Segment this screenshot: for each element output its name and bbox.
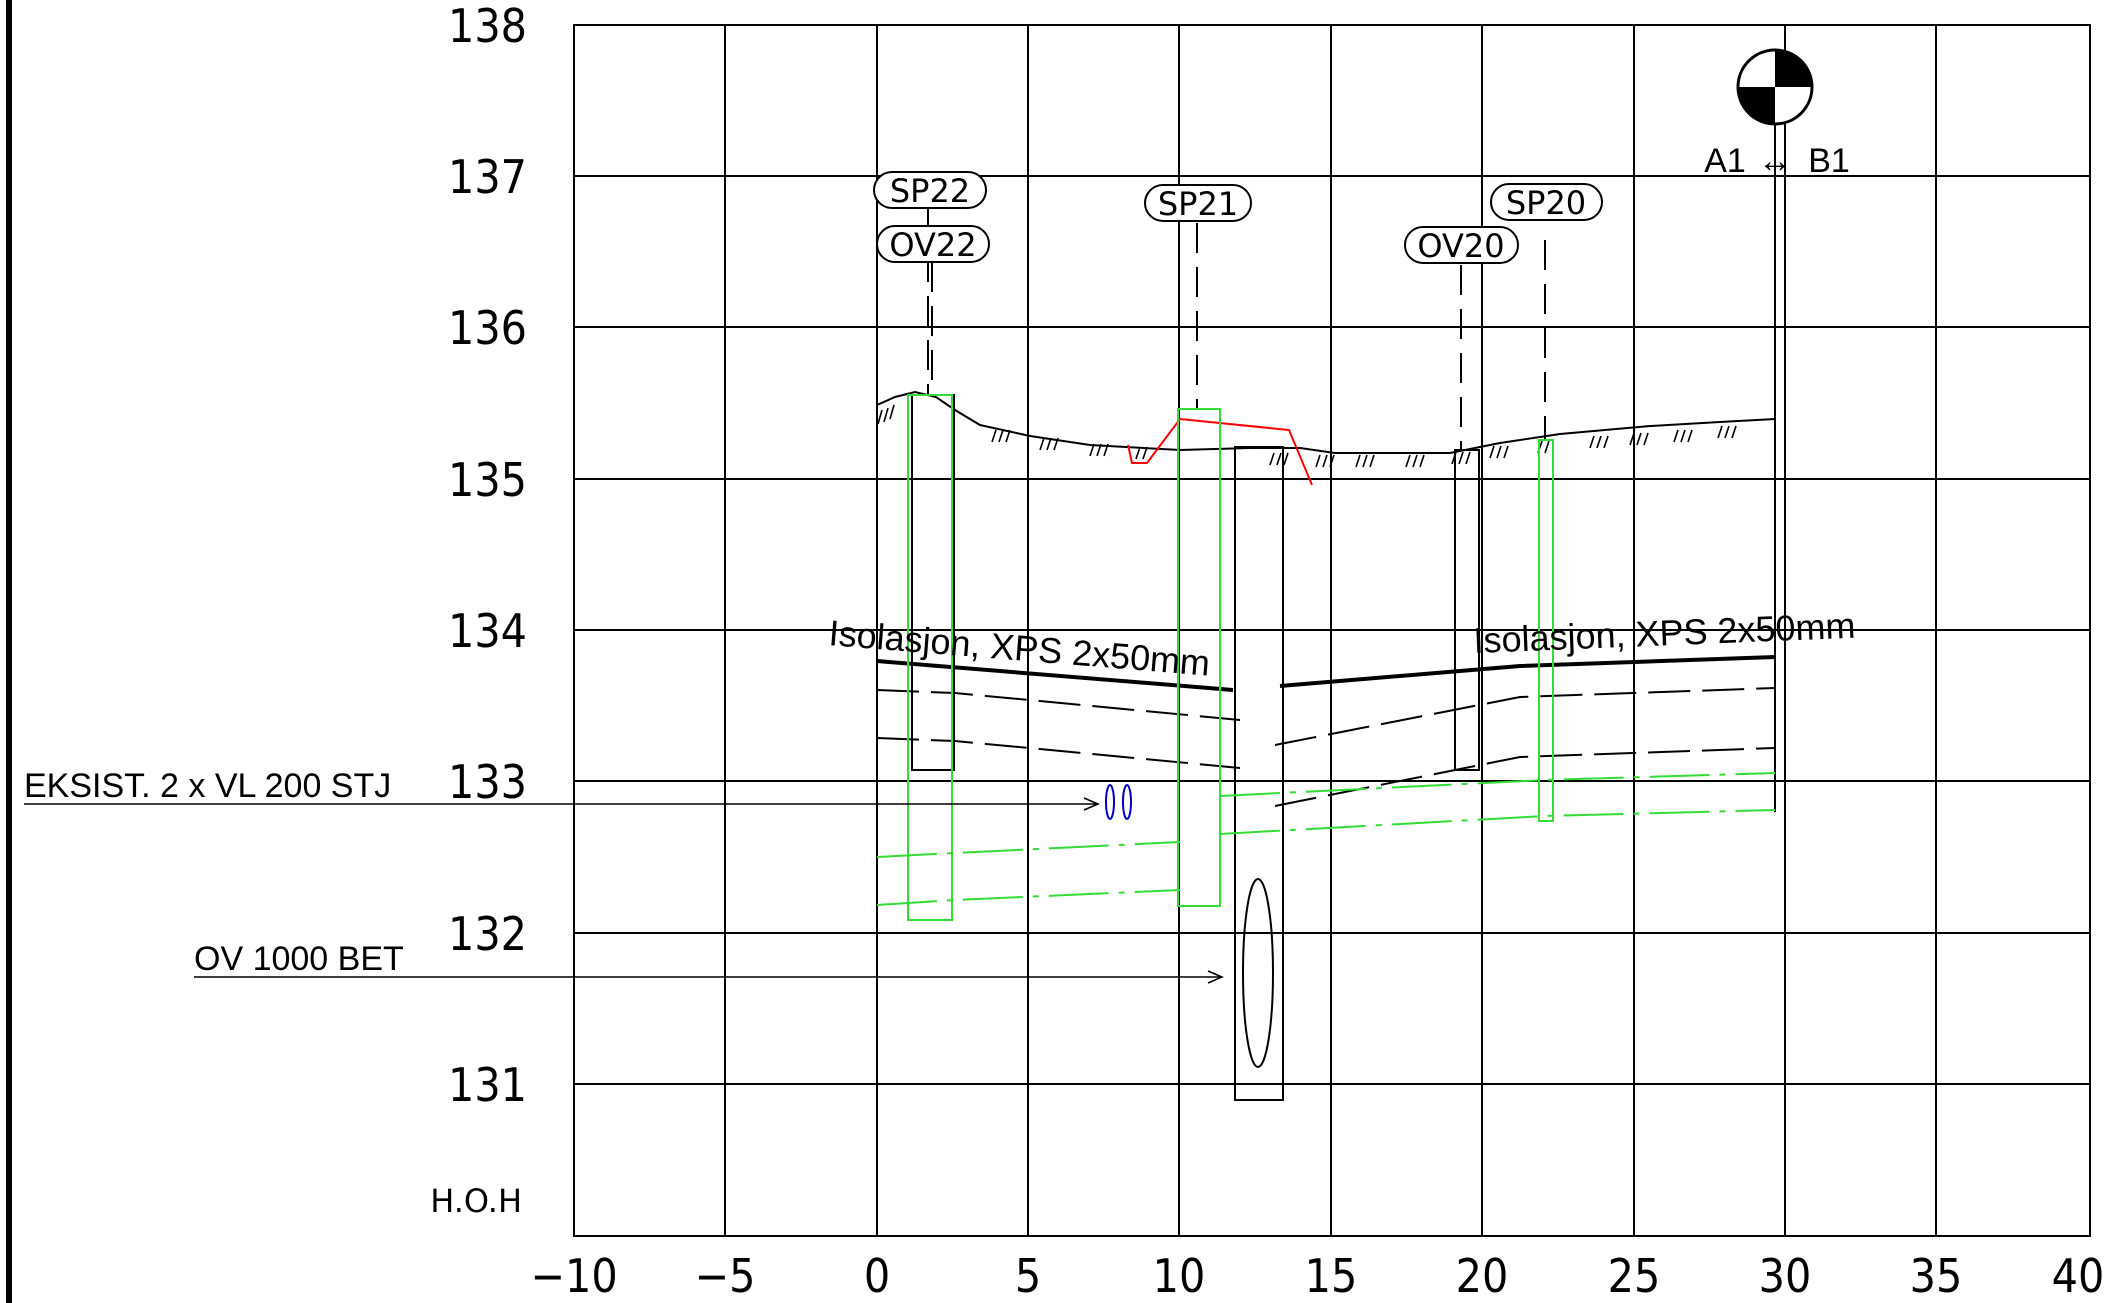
x-label-20: 20 xyxy=(1456,1249,1509,1303)
svg-text:SP20: SP20 xyxy=(1506,184,1586,222)
x-label-10: 10 xyxy=(1153,1249,1206,1303)
y-label-132: 132 xyxy=(448,907,527,961)
vl200-pipe-1 xyxy=(1105,784,1115,820)
tag-ov20: OV20 xyxy=(1404,226,1519,265)
svg-text:OV22: OV22 xyxy=(889,226,976,264)
y-label-135: 135 xyxy=(448,453,527,507)
insulation-lines xyxy=(876,655,1776,807)
sp22-box xyxy=(907,394,953,921)
tag-sp21: SP21 xyxy=(1144,184,1252,223)
ov1000-chamber xyxy=(1234,446,1284,1101)
blue-pipes xyxy=(1105,784,1132,820)
terrain xyxy=(876,390,1776,468)
vl200-pipe-2 xyxy=(1122,784,1132,820)
sp21-box xyxy=(1177,408,1221,907)
x-label-m5: −5 xyxy=(694,1249,755,1303)
insulation-label-right: Isolasjon, XPS 2x50mm xyxy=(1473,605,1857,661)
grid xyxy=(573,24,2091,1237)
tag-leaders xyxy=(927,208,1546,450)
ov22-shaft xyxy=(911,394,955,771)
black-structures xyxy=(911,117,1786,1101)
tag-ov22: OV22 xyxy=(876,225,990,264)
x-label-30: 30 xyxy=(1759,1249,1812,1303)
section-label-a1: A1 xyxy=(1704,142,1746,180)
callout-ov1000: OV 1000 BET xyxy=(194,940,404,978)
red-edge-line xyxy=(1127,417,1313,486)
left-frame-border xyxy=(6,0,12,1303)
callout-leaders xyxy=(24,797,1224,984)
terrain-hatching xyxy=(877,404,1737,468)
sp20-box xyxy=(1538,439,1554,822)
x-label-35: 35 xyxy=(1910,1249,1963,1303)
x-label-15: 15 xyxy=(1305,1249,1358,1303)
x-label-5: 5 xyxy=(1015,1249,1041,1303)
svg-text:OV20: OV20 xyxy=(1417,227,1504,265)
x-label-0: 0 xyxy=(864,1249,890,1303)
y-label-131: 131 xyxy=(448,1058,527,1112)
ov20-shaft xyxy=(1454,449,1480,771)
x-label-25: 25 xyxy=(1608,1249,1661,1303)
terrain-line xyxy=(876,390,1776,454)
tag-sp20: SP20 xyxy=(1490,183,1603,222)
y-label-136: 136 xyxy=(448,301,527,355)
section-arrow: ↔ xyxy=(1758,142,1792,180)
green-structures xyxy=(876,394,1776,921)
y-label-138: 138 xyxy=(448,0,527,53)
section-label-b1: B1 xyxy=(1808,142,1850,180)
y-axis-unit: H.O.H xyxy=(430,1182,522,1220)
ov-1000-pipe xyxy=(1242,878,1274,1068)
y-label-137: 137 xyxy=(448,150,527,204)
y-label-133: 133 xyxy=(448,755,527,809)
svg-text:SP21: SP21 xyxy=(1158,185,1238,223)
svg-text:SP22: SP22 xyxy=(890,172,970,210)
tag-sp22: SP22 xyxy=(873,171,987,210)
y-axis-labels: 138 137 136 135 134 133 132 131 H.O.H xyxy=(430,0,527,1220)
x-axis-labels: −10 −5 0 5 10 15 20 25 30 35 40 xyxy=(530,1249,2104,1303)
callout-existing-vl200: EKSIST. 2 x VL 200 STJ xyxy=(24,767,391,805)
y-label-134: 134 xyxy=(448,604,527,658)
x-label-m10: −10 xyxy=(530,1249,617,1303)
section-marker: A1 ↔ B1 xyxy=(1704,48,1850,180)
x-label-40: 40 xyxy=(2052,1249,2105,1303)
